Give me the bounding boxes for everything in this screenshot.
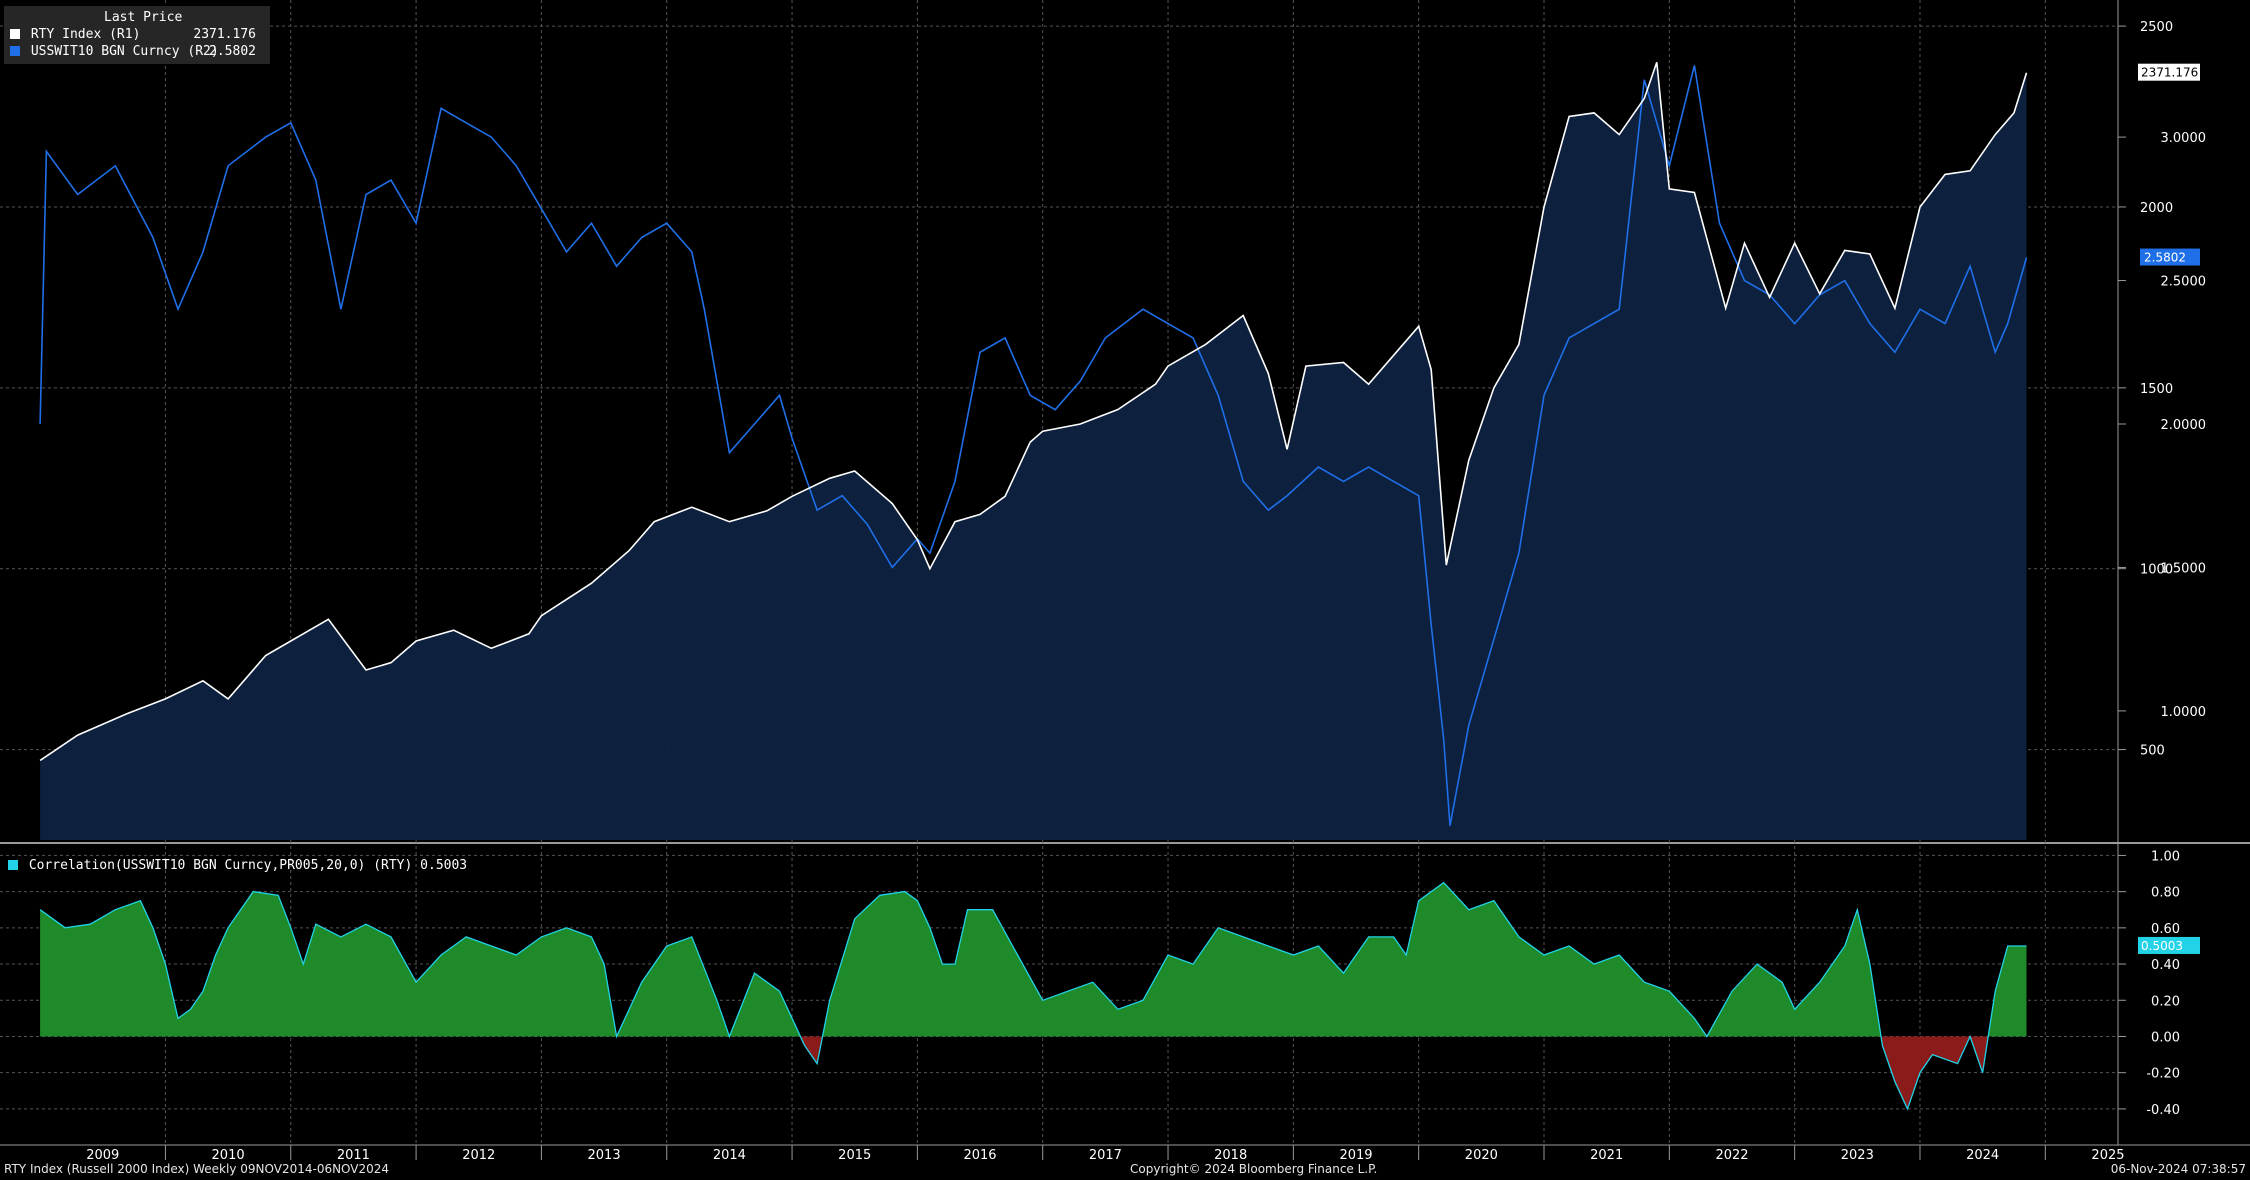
x-tick-label: 2022 <box>1715 1148 1748 1163</box>
legend-row-rty[interactable]: RTY Index (R1) 2371.176 <box>10 27 264 43</box>
correlation-legend-label: Correlation(USSWIT10 BGN Curncy,PR005,20… <box>28 858 468 873</box>
x-tick-label: 2018 <box>1214 1148 1247 1163</box>
r2-tick-label: 2.5000 <box>2161 275 2207 290</box>
x-tick-label: 2011 <box>337 1148 370 1163</box>
x-tick-label: 2024 <box>1966 1148 1999 1163</box>
usswit10-last-badge <box>2140 248 2200 266</box>
usswit10-swatch-icon <box>10 46 20 56</box>
corr-tick-label: 0.20 <box>2151 994 2180 1009</box>
x-tick-label: 2020 <box>1465 1148 1498 1163</box>
correlation-line <box>39 881 2027 1111</box>
r1-tick-label: 500 <box>2140 744 2165 759</box>
x-tick-label: 2015 <box>838 1148 871 1163</box>
legend-row-usswit10[interactable]: USSWIT10 BGN Curncy (R2) 2.5802 <box>10 44 264 60</box>
corr-tick-label: 0.40 <box>2151 958 2180 973</box>
usswit10-series-line <box>39 65 2028 826</box>
chart-legend: Last Price RTY Index (R1) 2371.176 USSWI… <box>4 6 270 64</box>
r2-tick-label: 3.0000 <box>2161 131 2207 146</box>
r2-tick-label: 2.0000 <box>2161 418 2207 433</box>
corr-tick-label: -0.40 <box>2146 1103 2180 1118</box>
x-tick-label: 2014 <box>713 1148 746 1163</box>
x-tick-label: 2017 <box>1089 1148 1122 1163</box>
rty-swatch-icon <box>10 29 20 39</box>
corr-tick-label: 0.80 <box>2151 886 2180 901</box>
x-tick-label: 2021 <box>1590 1148 1623 1163</box>
footer-timestamp: 06-Nov-2024 07:38:57 <box>2110 1162 2246 1176</box>
corr-tick-label: 0.00 <box>2151 1030 2180 1045</box>
r2-tick-label: 1.0000 <box>2161 705 2207 720</box>
footer-security-info: RTY Index (Russell 2000 Index) Weekly 09… <box>4 1162 390 1176</box>
x-tick-label: 2010 <box>212 1148 245 1163</box>
x-tick-label: 2012 <box>462 1148 495 1163</box>
r2-tick-label: 1.5000 <box>2161 561 2207 576</box>
legend-rty-label: RTY Index (R1) <box>30 27 141 42</box>
r1-tick-label: 2000 <box>2140 201 2173 216</box>
rty-last-badge <box>2138 63 2200 81</box>
correlation-positive-area <box>40 882 2027 1037</box>
r1-tick-label: 1000 <box>2140 563 2173 578</box>
legend-usswit10-label: USSWIT10 BGN Curncy (R2) <box>30 44 219 59</box>
correlation-last-label: 0.5003 <box>2141 939 2183 953</box>
correlation-last-badge <box>2138 936 2200 954</box>
rty-series-line <box>39 62 2028 762</box>
footer-copyright: Copyright© 2024 Bloomberg Finance L.P. <box>1130 1162 1378 1176</box>
correlation-swatch-icon <box>8 860 18 870</box>
rty-last-label: 2371.176 <box>2141 66 2198 80</box>
legend-title: Last Price <box>104 10 183 25</box>
x-tick-label: 2019 <box>1339 1148 1372 1163</box>
legend-rty-value: 2371.176 <box>193 27 256 42</box>
rty-area <box>40 62 2027 841</box>
x-tick-label: 2009 <box>86 1148 119 1163</box>
corr-tick-label: 0.60 <box>2151 922 2180 937</box>
legend-usswit10-value: 2.5802 <box>209 44 256 59</box>
r1-tick-label: 1500 <box>2140 382 2173 397</box>
correlation-legend[interactable]: Correlation(USSWIT10 BGN Curncy,PR005,20… <box>8 858 467 873</box>
x-tick-label: 2016 <box>963 1148 996 1163</box>
r1-tick-label: 2500 <box>2140 20 2173 35</box>
x-tick-label: 2025 <box>2091 1148 2124 1163</box>
x-tick-label: 2023 <box>1841 1148 1874 1163</box>
x-tick-label: 2013 <box>588 1148 621 1163</box>
corr-tick-label: -0.20 <box>2146 1067 2180 1082</box>
usswit10-last-label: 2.5802 <box>2144 251 2186 265</box>
corr-tick-label: 1.00 <box>2151 849 2180 864</box>
